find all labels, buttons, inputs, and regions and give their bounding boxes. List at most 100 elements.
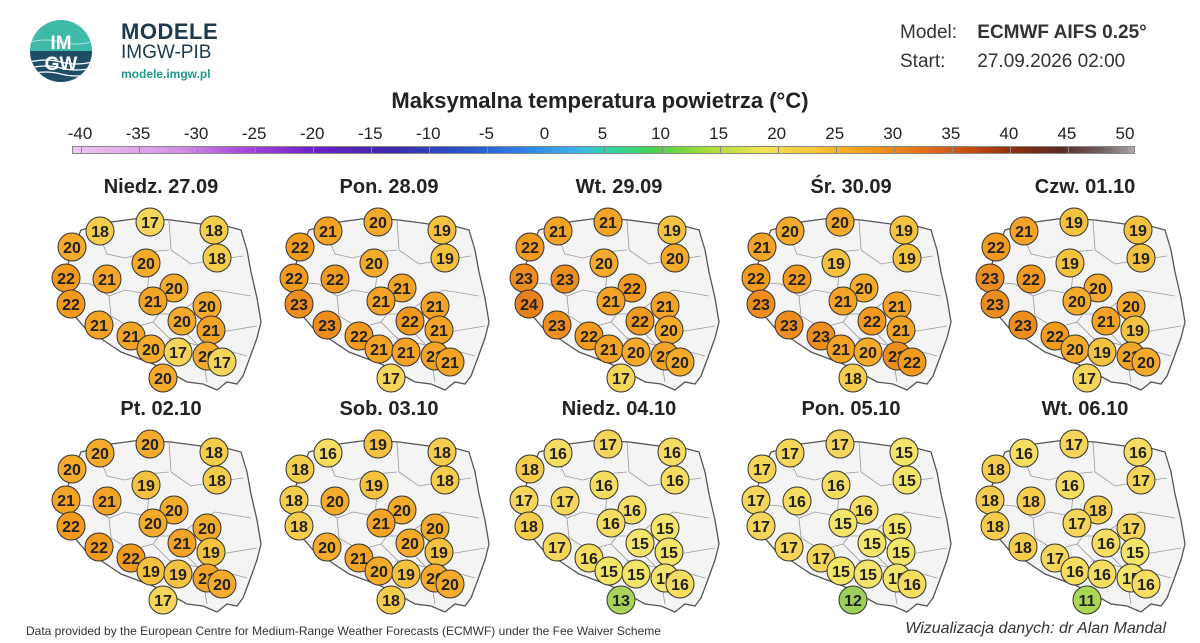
- station-temperature: 22: [897, 347, 927, 377]
- station-temperature: 18: [285, 454, 315, 484]
- station-marker: [849, 495, 879, 525]
- colorbar-tick-label: 15: [709, 124, 729, 143]
- colorbar-tick: [197, 147, 199, 153]
- station-marker: [515, 454, 545, 484]
- station-temperature: 23: [774, 310, 804, 340]
- station-marker: [617, 495, 647, 525]
- station-temperature-label: 17: [169, 345, 187, 362]
- colorbar-tick-label: -35: [125, 124, 151, 143]
- station-temperature: 15: [826, 556, 856, 586]
- station-temperature: 20: [435, 569, 465, 599]
- station-temperature-label: 18: [521, 462, 539, 479]
- station-marker: [376, 363, 406, 393]
- station-marker: [542, 532, 572, 562]
- station-marker: [665, 347, 695, 377]
- station-temperature-label: 17: [1068, 516, 1086, 533]
- station-marker: [131, 470, 161, 500]
- station-temperature: 21: [594, 334, 624, 364]
- station-temperature-label: 21: [599, 215, 617, 232]
- station-temperature: 17: [207, 347, 237, 377]
- station-temperature: 19: [1055, 248, 1085, 278]
- forecast-map-panel: Czw. 01.10 21 19 19 22 19 19 23 22 20 23 20 20 23 22 21…: [969, 176, 1200, 406]
- brand-url[interactable]: modele.imgw.pl: [121, 67, 211, 82]
- station-marker: [56, 289, 86, 319]
- station-temperature: 19: [1087, 337, 1117, 367]
- station-temperature-label: 20: [441, 577, 459, 594]
- colorbar-tick: [835, 147, 837, 153]
- station-marker: [596, 286, 626, 316]
- station-temperature: 19: [424, 537, 454, 567]
- station-temperature: 18: [430, 465, 460, 495]
- station-temperature: 21: [366, 508, 396, 538]
- station-temperature-label: 20: [63, 462, 81, 479]
- forecast-map-panel: Wt. 29.09 21 21 19 22 20 20 23 23 22 24 21 21 23 22 22 2…: [503, 176, 735, 406]
- station-temperature: 19: [163, 559, 193, 589]
- station-temperature: 20: [159, 495, 189, 525]
- station-temperature: 16: [1060, 556, 1090, 586]
- station-marker: [892, 243, 922, 273]
- station-marker: [366, 508, 396, 538]
- station-temperature: 17: [163, 337, 193, 367]
- station-temperature: 21: [366, 286, 396, 316]
- colorbar-tick-label: -15: [357, 124, 383, 143]
- colorbar-tick: [777, 147, 779, 153]
- station-temperature-label: 15: [898, 473, 916, 490]
- station-temperature-label: 15: [627, 567, 645, 584]
- station-marker: [284, 511, 314, 541]
- station-temperature: 17: [747, 454, 777, 484]
- station-temperature: 16: [657, 437, 687, 467]
- station-temperature: 18: [85, 216, 115, 246]
- station-temperature: 21: [747, 232, 777, 262]
- station-temperature-label: 23: [290, 297, 308, 314]
- colorbar-tick: [719, 147, 721, 153]
- forecast-map-panel: Wt. 06.10 16 17 16 18 16 17 18 18 18 18 17 17 18 17 16 1…: [969, 398, 1200, 628]
- station-temperature-label: 18: [208, 251, 226, 268]
- station-temperature-label: 20: [781, 224, 799, 241]
- station-temperature: 22: [84, 532, 114, 562]
- station-temperature-label: 15: [859, 567, 877, 584]
- station-temperature: 19: [196, 537, 226, 567]
- station-marker: [980, 511, 1010, 541]
- station-temperature-label: 18: [291, 462, 309, 479]
- station-temperature-label: 22: [122, 551, 140, 568]
- station-marker: [387, 495, 417, 525]
- station-temperature: 22: [285, 232, 315, 262]
- station-marker: [1131, 569, 1161, 599]
- station-temperature-label: 20: [154, 371, 172, 388]
- station-marker: [92, 486, 122, 516]
- station-temperature: 20: [136, 334, 166, 364]
- station-temperature-label: 18: [981, 493, 999, 510]
- station-temperature-label: 19: [430, 545, 448, 562]
- station-temperature-label: 20: [141, 437, 159, 454]
- station-temperature-label: 23: [1014, 318, 1032, 335]
- station-temperature: 23: [746, 289, 776, 319]
- station-temperature: 22: [279, 263, 309, 293]
- station-marker: [430, 465, 460, 495]
- station-temperature: 21: [196, 315, 226, 345]
- station-temperature-label: 19: [1093, 345, 1111, 362]
- station-temperature: 18: [838, 363, 868, 393]
- station-temperature-label: 21: [834, 294, 852, 311]
- station-temperature-label: 22: [62, 297, 80, 314]
- station-temperature: 21: [167, 528, 197, 558]
- colorbar-tick-label: 10: [651, 124, 671, 143]
- station-temperature: 22: [625, 306, 655, 336]
- station-temperature: 17: [509, 485, 539, 515]
- station-marker: [515, 232, 545, 262]
- station-temperature-label: 19: [1065, 215, 1083, 232]
- station-marker: [138, 286, 168, 316]
- station-temperature: 20: [207, 569, 237, 599]
- station-temperature-label: 20: [91, 446, 109, 463]
- station-marker: [550, 486, 580, 516]
- station-temperature: 20: [654, 315, 684, 345]
- station-temperature-label: 18: [205, 223, 223, 240]
- colorbar-tick: [371, 147, 373, 153]
- station-temperature-label: 20: [627, 345, 645, 362]
- station-temperature-label: 20: [318, 540, 336, 557]
- station-marker: [435, 569, 465, 599]
- station-temperature-label: 22: [903, 355, 921, 372]
- forecast-day-label: Śr. 30.09: [810, 176, 892, 198]
- station-temperature: 22: [56, 511, 86, 541]
- station-temperature-label: 17: [154, 593, 172, 610]
